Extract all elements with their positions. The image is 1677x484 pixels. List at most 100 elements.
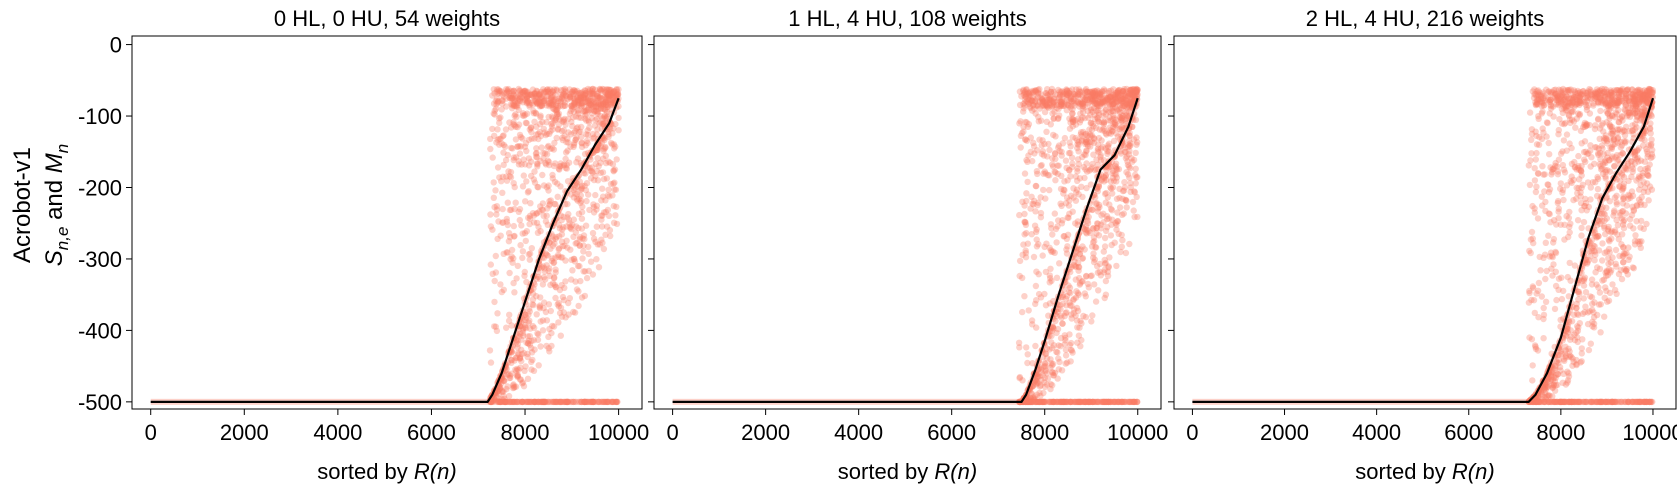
scatter-point (1030, 382, 1037, 389)
scatter-point (1561, 398, 1568, 406)
scatter-point (1020, 87, 1027, 95)
scatter-point (1058, 172, 1065, 180)
scatter-point (586, 86, 594, 93)
scatter-point (1543, 86, 1550, 93)
scatter-point (1069, 115, 1076, 122)
scatter-point (1078, 138, 1085, 145)
scatter-point (1105, 148, 1113, 155)
scatter-point (1083, 168, 1091, 175)
scatter-point (1111, 94, 1118, 101)
scatter-point (1063, 309, 1070, 316)
scatter-point (1578, 184, 1585, 192)
scatter-point (1074, 156, 1082, 163)
scatter-point (520, 325, 527, 332)
scatter-point (1548, 369, 1555, 376)
scatter-point (1090, 225, 1097, 232)
scatter-point (568, 102, 575, 110)
scatter-point (1022, 398, 1030, 406)
scatter-point (1601, 294, 1608, 301)
scatter-point (1072, 263, 1080, 270)
scatter-point (1084, 226, 1091, 233)
scatter-point (1557, 221, 1564, 228)
scatter-point (514, 344, 521, 351)
scatter-point (599, 115, 606, 122)
scatter-point (524, 93, 531, 100)
scatter-point (547, 197, 554, 204)
scatter-point (530, 97, 537, 105)
scatter-point (1597, 301, 1605, 308)
scatter-point (1075, 191, 1082, 198)
scatter-point (553, 398, 560, 406)
scatter-point (528, 366, 535, 373)
scatter-point (1597, 166, 1605, 173)
scatter-point (1605, 223, 1612, 231)
scatter-point (1625, 256, 1632, 263)
scatter-point (1089, 398, 1097, 406)
scatter-point (1032, 110, 1039, 117)
scatter-point (1573, 115, 1581, 122)
scatter-point (1608, 235, 1615, 242)
scatter-point (1095, 287, 1102, 294)
scatter-point (1526, 109, 1534, 116)
scatter-point (1110, 101, 1117, 108)
scatter-point (1551, 398, 1558, 406)
scatter-point (1041, 243, 1048, 251)
scatter-point (565, 311, 572, 318)
scatter-point (1040, 398, 1047, 406)
scatter-point (516, 96, 523, 103)
scatter-point (583, 111, 590, 118)
scatter-point (1067, 346, 1075, 354)
scatter-point (589, 169, 596, 176)
scatter-point (1598, 91, 1605, 99)
scatter-point (511, 383, 518, 390)
scatter-point (575, 107, 582, 114)
scatter-point (607, 92, 614, 99)
scatter-point (1051, 249, 1058, 256)
scatter-point (534, 88, 541, 95)
scatter-point (520, 89, 527, 96)
scatter-point (1554, 199, 1562, 207)
scatter-point (1100, 178, 1108, 185)
scatter-point (531, 97, 539, 104)
scatter-point (1618, 170, 1626, 177)
scatter-point (1645, 142, 1652, 149)
scatter-point (1065, 282, 1072, 289)
scatter-point (1119, 102, 1127, 110)
scatter-point (520, 87, 528, 95)
scatter-point (1095, 181, 1103, 188)
scatter-point (559, 103, 567, 110)
scatter-point (1093, 398, 1101, 406)
scatter-point (1025, 398, 1033, 406)
scatter-point (1124, 161, 1132, 169)
scatter-point (541, 89, 548, 97)
scatter-point (1107, 117, 1114, 124)
scatter-point (1049, 163, 1057, 170)
scatter-point (1126, 147, 1133, 155)
scatter-point (1120, 398, 1128, 406)
scatter-point (1545, 210, 1553, 217)
scatter-point (1049, 324, 1056, 331)
scatter-point (1580, 123, 1587, 131)
scatter-point (524, 375, 532, 382)
scatter-point (500, 377, 507, 384)
scatter-point (566, 220, 573, 227)
scatter-point (1557, 87, 1565, 94)
scatter-point (1077, 398, 1084, 406)
scatter-point (542, 161, 550, 168)
scatter-point (1636, 398, 1644, 406)
scatter-point (1049, 100, 1057, 107)
scatter-point (1105, 398, 1112, 406)
scatter-point (1078, 336, 1085, 344)
scatter-point (513, 275, 520, 282)
scatter-point (508, 322, 515, 329)
scatter-point (1043, 99, 1050, 106)
scatter-point (496, 385, 504, 392)
scatter-point (1065, 289, 1073, 296)
scatter-point (1593, 281, 1600, 288)
scatter-point (1056, 112, 1063, 119)
scatter-point (1083, 148, 1090, 155)
scatter-point (1020, 91, 1027, 99)
scatter-point (1069, 160, 1076, 167)
scatter-point (578, 184, 585, 191)
scatter-point (1571, 262, 1579, 269)
